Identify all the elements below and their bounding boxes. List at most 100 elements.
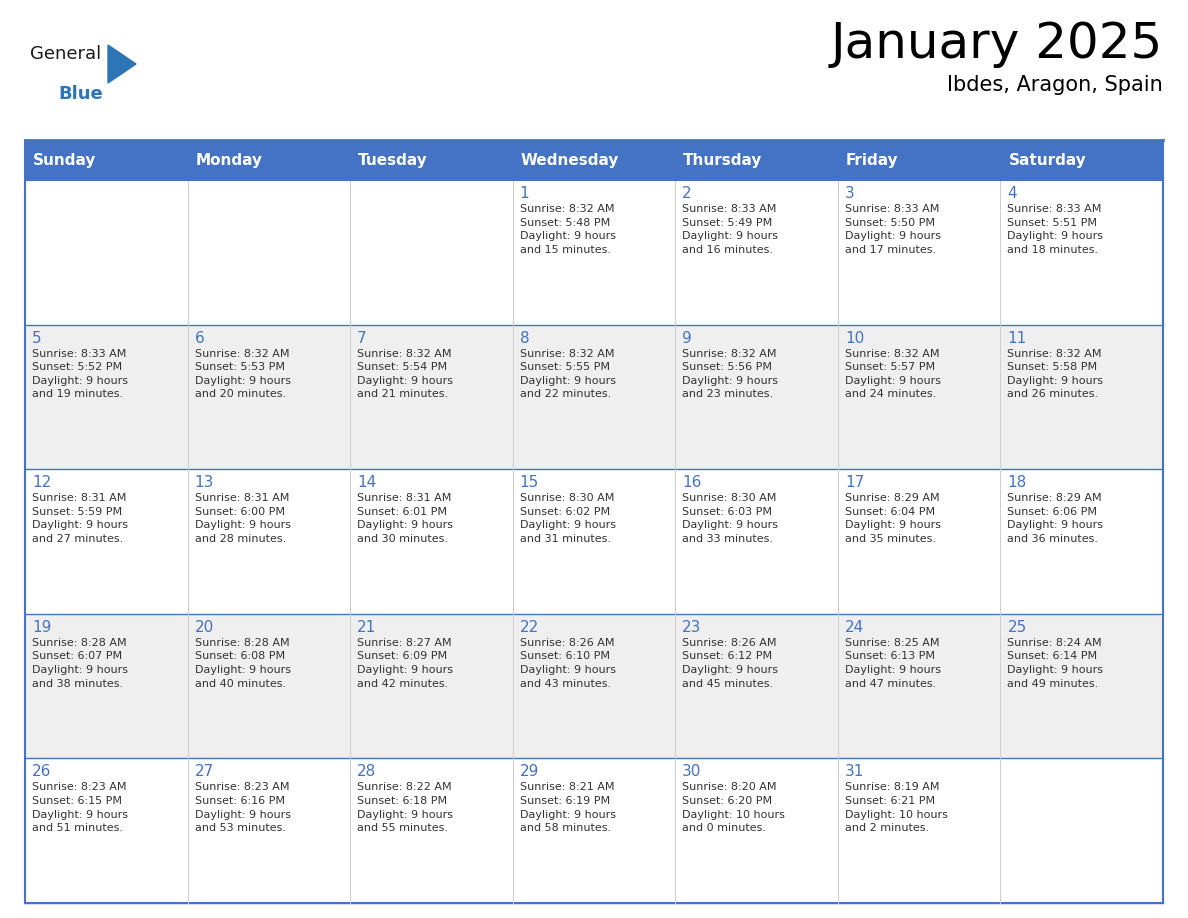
Bar (675, 325, 838, 469)
Text: 16: 16 (682, 476, 702, 490)
Bar (838, 758, 1000, 903)
Text: 8: 8 (519, 330, 530, 345)
Text: Thursday: Thursday (683, 152, 763, 167)
Text: Sunrise: 8:31 AM
Sunset: 6:00 PM
Daylight: 9 hours
and 28 minutes.: Sunrise: 8:31 AM Sunset: 6:00 PM Dayligh… (195, 493, 291, 544)
Text: General: General (30, 45, 101, 63)
Text: Sunrise: 8:31 AM
Sunset: 5:59 PM
Daylight: 9 hours
and 27 minutes.: Sunrise: 8:31 AM Sunset: 5:59 PM Dayligh… (32, 493, 128, 544)
Bar (188, 614, 350, 758)
Text: Sunrise: 8:33 AM
Sunset: 5:52 PM
Daylight: 9 hours
and 19 minutes.: Sunrise: 8:33 AM Sunset: 5:52 PM Dayligh… (32, 349, 128, 399)
Text: Sunrise: 8:32 AM
Sunset: 5:54 PM
Daylight: 9 hours
and 21 minutes.: Sunrise: 8:32 AM Sunset: 5:54 PM Dayligh… (358, 349, 453, 399)
Bar (350, 180, 513, 325)
Bar (1000, 758, 1163, 903)
Text: Sunrise: 8:23 AM
Sunset: 6:15 PM
Daylight: 9 hours
and 51 minutes.: Sunrise: 8:23 AM Sunset: 6:15 PM Dayligh… (32, 782, 128, 834)
Bar (25, 140, 1163, 180)
Bar (675, 469, 838, 614)
Text: 28: 28 (358, 765, 377, 779)
Bar (25, 758, 188, 903)
Bar (675, 180, 838, 325)
Text: Sunrise: 8:23 AM
Sunset: 6:16 PM
Daylight: 9 hours
and 53 minutes.: Sunrise: 8:23 AM Sunset: 6:16 PM Dayligh… (195, 782, 291, 834)
Bar (188, 325, 350, 469)
Text: Sunday: Sunday (33, 152, 96, 167)
Text: Sunrise: 8:19 AM
Sunset: 6:21 PM
Daylight: 10 hours
and 2 minutes.: Sunrise: 8:19 AM Sunset: 6:21 PM Dayligh… (845, 782, 948, 834)
Text: 19: 19 (32, 620, 51, 635)
Text: Tuesday: Tuesday (358, 152, 428, 167)
Text: 17: 17 (845, 476, 864, 490)
Text: Sunrise: 8:30 AM
Sunset: 6:03 PM
Daylight: 9 hours
and 33 minutes.: Sunrise: 8:30 AM Sunset: 6:03 PM Dayligh… (682, 493, 778, 544)
Text: 10: 10 (845, 330, 864, 345)
Text: 3: 3 (845, 186, 854, 201)
Text: Sunrise: 8:32 AM
Sunset: 5:57 PM
Daylight: 9 hours
and 24 minutes.: Sunrise: 8:32 AM Sunset: 5:57 PM Dayligh… (845, 349, 941, 399)
Text: Sunrise: 8:30 AM
Sunset: 6:02 PM
Daylight: 9 hours
and 31 minutes.: Sunrise: 8:30 AM Sunset: 6:02 PM Dayligh… (519, 493, 615, 544)
Text: 31: 31 (845, 765, 864, 779)
Bar (838, 325, 1000, 469)
Text: 25: 25 (1007, 620, 1026, 635)
Bar (188, 758, 350, 903)
Text: 7: 7 (358, 330, 367, 345)
Text: 6: 6 (195, 330, 204, 345)
Text: Sunrise: 8:32 AM
Sunset: 5:55 PM
Daylight: 9 hours
and 22 minutes.: Sunrise: 8:32 AM Sunset: 5:55 PM Dayligh… (519, 349, 615, 399)
Text: Sunrise: 8:20 AM
Sunset: 6:20 PM
Daylight: 10 hours
and 0 minutes.: Sunrise: 8:20 AM Sunset: 6:20 PM Dayligh… (682, 782, 785, 834)
Bar (838, 614, 1000, 758)
Bar (513, 325, 675, 469)
Text: Blue: Blue (58, 85, 102, 103)
Text: 5: 5 (32, 330, 42, 345)
Bar (513, 758, 675, 903)
Text: 12: 12 (32, 476, 51, 490)
Text: Sunrise: 8:25 AM
Sunset: 6:13 PM
Daylight: 9 hours
and 47 minutes.: Sunrise: 8:25 AM Sunset: 6:13 PM Dayligh… (845, 638, 941, 688)
Bar (350, 758, 513, 903)
Text: 15: 15 (519, 476, 539, 490)
Bar (188, 469, 350, 614)
Text: 27: 27 (195, 765, 214, 779)
Bar (25, 180, 188, 325)
Bar (513, 614, 675, 758)
Text: Sunrise: 8:33 AM
Sunset: 5:51 PM
Daylight: 9 hours
and 18 minutes.: Sunrise: 8:33 AM Sunset: 5:51 PM Dayligh… (1007, 204, 1104, 255)
Bar (350, 614, 513, 758)
Text: 21: 21 (358, 620, 377, 635)
Text: 4: 4 (1007, 186, 1017, 201)
Bar (513, 180, 675, 325)
Bar (188, 180, 350, 325)
Bar (25, 325, 188, 469)
Text: 20: 20 (195, 620, 214, 635)
Text: 24: 24 (845, 620, 864, 635)
Text: 26: 26 (32, 765, 51, 779)
Text: 2: 2 (682, 186, 691, 201)
Text: 9: 9 (682, 330, 693, 345)
Text: 23: 23 (682, 620, 702, 635)
Text: Sunrise: 8:27 AM
Sunset: 6:09 PM
Daylight: 9 hours
and 42 minutes.: Sunrise: 8:27 AM Sunset: 6:09 PM Dayligh… (358, 638, 453, 688)
Text: 22: 22 (519, 620, 539, 635)
Text: Sunrise: 8:32 AM
Sunset: 5:53 PM
Daylight: 9 hours
and 20 minutes.: Sunrise: 8:32 AM Sunset: 5:53 PM Dayligh… (195, 349, 291, 399)
Text: 1: 1 (519, 186, 530, 201)
Text: Sunrise: 8:32 AM
Sunset: 5:58 PM
Daylight: 9 hours
and 26 minutes.: Sunrise: 8:32 AM Sunset: 5:58 PM Dayligh… (1007, 349, 1104, 399)
Text: Sunrise: 8:29 AM
Sunset: 6:06 PM
Daylight: 9 hours
and 36 minutes.: Sunrise: 8:29 AM Sunset: 6:06 PM Dayligh… (1007, 493, 1104, 544)
Text: Sunrise: 8:31 AM
Sunset: 6:01 PM
Daylight: 9 hours
and 30 minutes.: Sunrise: 8:31 AM Sunset: 6:01 PM Dayligh… (358, 493, 453, 544)
Bar (1000, 469, 1163, 614)
Text: Friday: Friday (846, 152, 898, 167)
Text: Sunrise: 8:26 AM
Sunset: 6:12 PM
Daylight: 9 hours
and 45 minutes.: Sunrise: 8:26 AM Sunset: 6:12 PM Dayligh… (682, 638, 778, 688)
Text: 29: 29 (519, 765, 539, 779)
Text: Sunrise: 8:29 AM
Sunset: 6:04 PM
Daylight: 9 hours
and 35 minutes.: Sunrise: 8:29 AM Sunset: 6:04 PM Dayligh… (845, 493, 941, 544)
Bar (350, 469, 513, 614)
Bar (1000, 614, 1163, 758)
Text: 14: 14 (358, 476, 377, 490)
Text: Saturday: Saturday (1009, 152, 1086, 167)
Text: Sunrise: 8:22 AM
Sunset: 6:18 PM
Daylight: 9 hours
and 55 minutes.: Sunrise: 8:22 AM Sunset: 6:18 PM Dayligh… (358, 782, 453, 834)
Text: Ibdes, Aragon, Spain: Ibdes, Aragon, Spain (947, 75, 1163, 95)
Text: Sunrise: 8:33 AM
Sunset: 5:49 PM
Daylight: 9 hours
and 16 minutes.: Sunrise: 8:33 AM Sunset: 5:49 PM Dayligh… (682, 204, 778, 255)
Text: Wednesday: Wednesday (520, 152, 619, 167)
Text: Monday: Monday (196, 152, 263, 167)
Bar (513, 469, 675, 614)
Polygon shape (108, 45, 135, 83)
Text: Sunrise: 8:26 AM
Sunset: 6:10 PM
Daylight: 9 hours
and 43 minutes.: Sunrise: 8:26 AM Sunset: 6:10 PM Dayligh… (519, 638, 615, 688)
Text: Sunrise: 8:21 AM
Sunset: 6:19 PM
Daylight: 9 hours
and 58 minutes.: Sunrise: 8:21 AM Sunset: 6:19 PM Dayligh… (519, 782, 615, 834)
Text: Sunrise: 8:28 AM
Sunset: 6:07 PM
Daylight: 9 hours
and 38 minutes.: Sunrise: 8:28 AM Sunset: 6:07 PM Dayligh… (32, 638, 128, 688)
Text: 11: 11 (1007, 330, 1026, 345)
Bar (838, 180, 1000, 325)
Text: 13: 13 (195, 476, 214, 490)
Text: 30: 30 (682, 765, 702, 779)
Text: Sunrise: 8:32 AM
Sunset: 5:56 PM
Daylight: 9 hours
and 23 minutes.: Sunrise: 8:32 AM Sunset: 5:56 PM Dayligh… (682, 349, 778, 399)
Text: Sunrise: 8:24 AM
Sunset: 6:14 PM
Daylight: 9 hours
and 49 minutes.: Sunrise: 8:24 AM Sunset: 6:14 PM Dayligh… (1007, 638, 1104, 688)
Bar (25, 469, 188, 614)
Bar (838, 469, 1000, 614)
Bar (350, 325, 513, 469)
